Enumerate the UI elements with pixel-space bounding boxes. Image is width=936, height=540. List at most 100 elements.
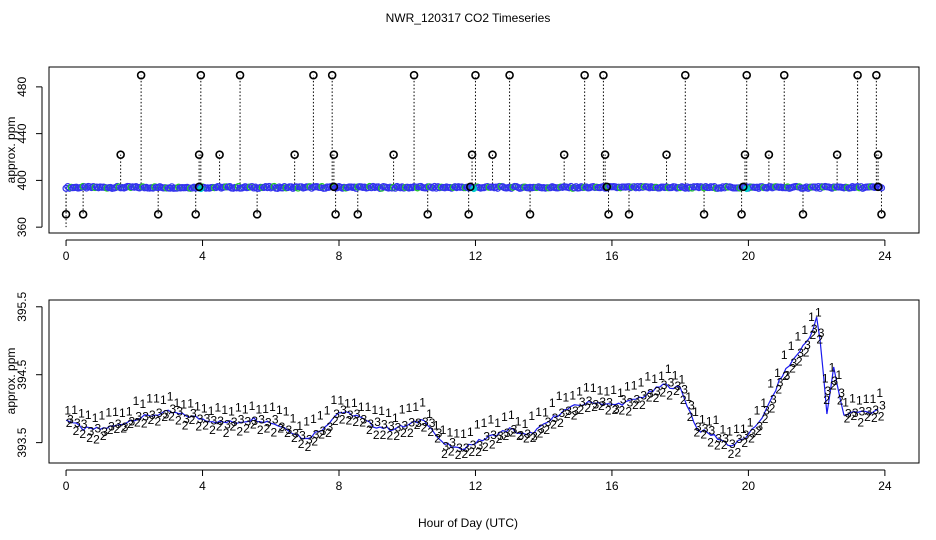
detail-series-3-point: 3 bbox=[552, 411, 559, 425]
detail-series-2-point: 2 bbox=[734, 445, 741, 459]
overview-data-point bbox=[632, 184, 640, 192]
detail-series-3-point: 3 bbox=[374, 415, 381, 429]
detail-series-1-point: 1 bbox=[303, 414, 310, 428]
detail-y-tick-label: 395.5 bbox=[15, 291, 29, 321]
detail-series-2-point: 2 bbox=[441, 447, 448, 461]
detail-series-2-point: 2 bbox=[66, 416, 73, 430]
overview-data-point bbox=[572, 183, 580, 191]
overview-flag-point bbox=[624, 209, 634, 219]
overview-data-point bbox=[635, 184, 643, 192]
overview-data-point bbox=[720, 184, 729, 192]
detail-series-3-point: 3 bbox=[647, 386, 654, 400]
detail-series-2-point: 2 bbox=[311, 435, 318, 449]
detail-series-3-point: 3 bbox=[859, 405, 866, 419]
detail-series-2-point: 2 bbox=[694, 425, 701, 439]
detail-series-2-point: 2 bbox=[748, 431, 755, 445]
detail-series-3-point: 3 bbox=[606, 395, 613, 409]
detail-series-2-point: 2 bbox=[325, 426, 332, 440]
detail-series-3-point: 3 bbox=[790, 356, 797, 370]
detail-series-2-point: 2 bbox=[639, 398, 646, 412]
detail-series-1-point: 1 bbox=[399, 403, 406, 417]
detail-series-2-point: 2 bbox=[741, 436, 748, 450]
detail-series-2-point: 2 bbox=[455, 448, 462, 462]
detail-series-1-point: 1 bbox=[747, 416, 754, 430]
detail-series-1-point: 1 bbox=[795, 329, 802, 343]
detail-series-1-point: 1 bbox=[685, 390, 692, 404]
detail-series-2-point: 2 bbox=[707, 435, 714, 449]
overview-flag-point bbox=[525, 209, 535, 219]
overview-data-point bbox=[398, 183, 406, 191]
overview-y-tick-label: 400 bbox=[15, 170, 29, 190]
detail-series-3-point: 3 bbox=[347, 408, 354, 422]
overview-flag-point bbox=[194, 182, 204, 192]
overview-y-tick-label: 480 bbox=[15, 77, 29, 97]
detail-series-2-point: 2 bbox=[134, 416, 141, 430]
detail-series-2-point: 2 bbox=[154, 415, 161, 429]
detail-series-3-point: 3 bbox=[593, 397, 600, 411]
detail-series-2-point: 2 bbox=[475, 445, 482, 459]
detail-series-3-point: 3 bbox=[361, 412, 368, 426]
detail-series-1-point: 1 bbox=[856, 394, 863, 408]
detail-series-3-point: 3 bbox=[149, 408, 156, 422]
detail-series-2-point: 2 bbox=[564, 407, 571, 421]
overview-flag-point bbox=[466, 182, 475, 192]
detail-series-3-point: 3 bbox=[777, 376, 784, 390]
overview-data-point bbox=[294, 184, 302, 192]
detail-series-3-point: 3 bbox=[470, 438, 477, 452]
detail-series-1-point: 1 bbox=[699, 413, 706, 427]
detail-panel: 1 1 1 1 1 1 1 1 1 11 1 1 1 1 1 1 1 1 1 1 1 1 1 1 1 1 1 1 1 1 1 111 1 1 1 11… bbox=[4, 291, 920, 493]
detail-series-1-point: 1 bbox=[651, 372, 658, 386]
detail-series-2-point: 2 bbox=[666, 389, 673, 403]
detail-series-1-point: 1 bbox=[774, 366, 781, 380]
overview-flag-point bbox=[599, 70, 608, 80]
detail-series-3-point: 3 bbox=[640, 389, 647, 403]
detail-series-1-point: 1 bbox=[92, 411, 99, 425]
detail-series-1-point: 1 bbox=[658, 369, 665, 383]
overview-flag-point bbox=[471, 70, 480, 80]
detail-series-1-point: 1 bbox=[740, 422, 747, 436]
detail-series-1-point: 1 bbox=[542, 406, 549, 420]
detail-series-2-point: 2 bbox=[782, 369, 789, 383]
detail-series-3-point: 3 bbox=[818, 326, 825, 340]
detail-series-2-point: 2 bbox=[332, 414, 339, 428]
detail-series-1-point: 1 bbox=[290, 412, 297, 426]
detail-series-1-point: 1 bbox=[201, 401, 208, 415]
overview-flag-point bbox=[832, 150, 842, 159]
overview-data-point bbox=[273, 184, 282, 192]
detail-series-2-point: 2 bbox=[823, 393, 830, 407]
detail-series-3-point: 3 bbox=[381, 417, 388, 431]
overview-flag-point bbox=[798, 209, 808, 219]
detail-series-3-point: 3 bbox=[702, 422, 709, 436]
detail-series-2-point: 2 bbox=[646, 391, 653, 405]
detail-series-3-point: 3 bbox=[442, 439, 449, 453]
detail-series-2-point: 2 bbox=[407, 426, 414, 440]
detail-series-2-point: 2 bbox=[373, 428, 380, 442]
overview-data-point bbox=[318, 183, 326, 191]
detail-series-2-point: 2 bbox=[462, 447, 469, 461]
detail-series-3-point: 3 bbox=[558, 406, 565, 420]
overview-flag-point bbox=[61, 209, 71, 219]
overview-flag-point bbox=[467, 150, 477, 159]
detail-series-3-point: 3 bbox=[422, 415, 429, 429]
detail-series-3-point: 3 bbox=[845, 406, 852, 420]
detail-series-3-point: 3 bbox=[299, 429, 306, 443]
detail-series-3-point: 3 bbox=[135, 410, 142, 424]
detail-series-2-point: 2 bbox=[687, 410, 694, 424]
detail-series-1-point: 1 bbox=[331, 393, 338, 407]
overview-x-tick-label: 20 bbox=[742, 249, 756, 263]
detail-series-1-point: 1 bbox=[754, 404, 761, 418]
detail-series-1-point: 1 bbox=[146, 391, 153, 405]
detail-series-2-point: 2 bbox=[844, 412, 851, 426]
detail-series-2-point: 2 bbox=[509, 426, 516, 440]
detail-series-1-point: 1 bbox=[876, 386, 883, 400]
detail-series-1-point: 1 bbox=[481, 416, 488, 430]
detail-series-2-point: 2 bbox=[380, 428, 387, 442]
detail-series-1-point: 1 bbox=[447, 425, 454, 439]
detail-series-2-point: 2 bbox=[810, 328, 817, 342]
detail-series-2-point: 2 bbox=[598, 399, 605, 413]
detail-series-1-point: 1 bbox=[215, 401, 222, 415]
detail-series-1-point: 1 bbox=[706, 414, 713, 428]
detail-series-3-point: 3 bbox=[436, 426, 443, 440]
detail-series-3-point: 3 bbox=[251, 414, 258, 428]
overview-flag-point bbox=[464, 209, 473, 219]
